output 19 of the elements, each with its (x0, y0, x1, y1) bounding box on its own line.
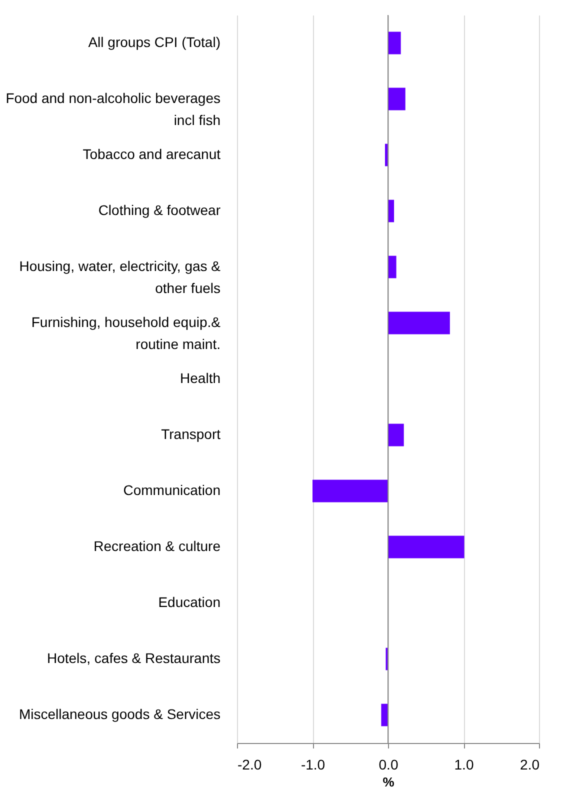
y-tick-label: Transport (161, 426, 221, 442)
x-axis-title: % (382, 774, 395, 790)
y-tick-label: Miscellaneous goods & Services (18, 706, 220, 722)
y-tick-label: Recreation & culture (94, 538, 221, 554)
y-tick-label: Clothing & footwear (98, 202, 221, 218)
y-tick-label: All groups CPI (Total) (88, 34, 220, 50)
x-tick-label: 0.0 (378, 756, 398, 772)
y-tick-label: Food and non-alcoholic beverages incl fish (6, 90, 220, 128)
y-tick-label: Education (158, 594, 220, 610)
y-tick-label: Tobacco and arecanut (82, 146, 221, 162)
y-tick-label: Furnishing, household equip.& routine maint. (31, 314, 222, 352)
y-tick-label: Communication (123, 482, 220, 498)
x-tick-label: 2.0 (520, 756, 540, 772)
y-tick-label: Hotels, cafes & Restaurants (46, 650, 220, 666)
y-tick-label: Health (180, 370, 220, 386)
y-tick-label: Housing, water, electricity, gas & other fuels (19, 258, 222, 296)
x-tick-label: 1.0 (454, 756, 474, 772)
x-tick-label: -1.0 (300, 756, 326, 772)
x-tick-label: -2.0 (238, 756, 262, 772)
